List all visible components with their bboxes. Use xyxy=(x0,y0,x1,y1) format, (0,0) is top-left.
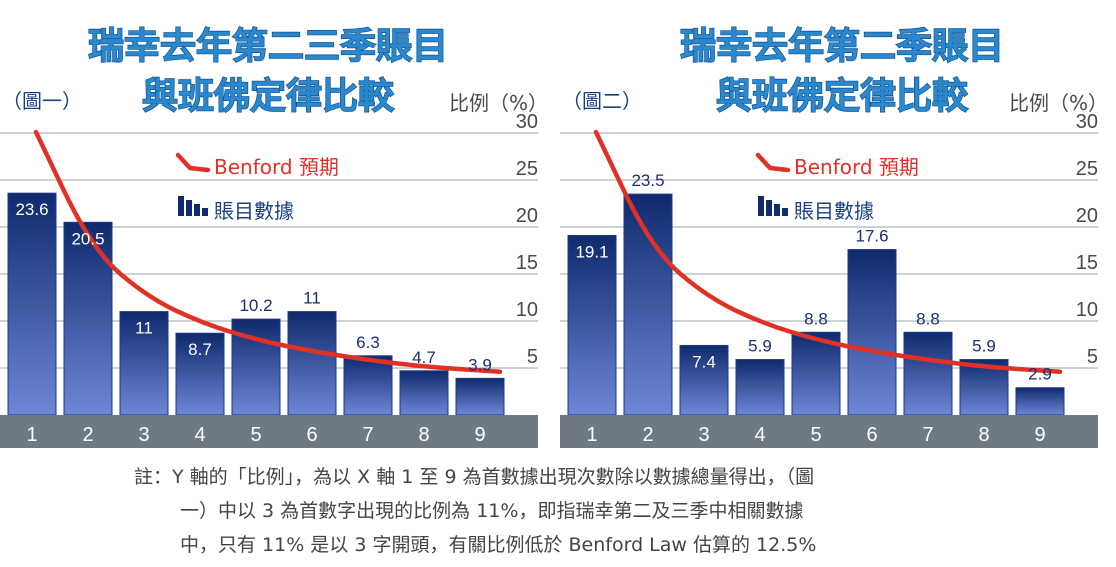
legend-swatch-bar xyxy=(194,204,200,216)
legend-swatch-bar xyxy=(774,204,780,216)
chart-title-line1: 瑞幸去年第二季賬目 xyxy=(680,26,1004,67)
legend-swatch-bar xyxy=(202,208,208,216)
x-tick-label: 5 xyxy=(810,424,821,446)
bar xyxy=(623,193,673,416)
bar-data-label: 17.6 xyxy=(855,227,888,246)
x-tick-label: 6 xyxy=(306,424,317,446)
bar-data-label: 11 xyxy=(135,319,153,338)
bar-data-label: 8.7 xyxy=(188,340,212,359)
chart-panel-2: 瑞幸去年第二季賬目 與班佛定律比較 （圖二） 比例（%） 5 10 15 20 25 30 19.1… xyxy=(560,0,1116,450)
chart-title-line2: 與班佛定律比較 xyxy=(716,76,969,117)
x-axis-band xyxy=(560,415,1098,448)
x-tick-label: 3 xyxy=(138,424,149,446)
legend-bar-swatch xyxy=(758,196,788,216)
x-tick-label: 7 xyxy=(922,424,933,446)
bar xyxy=(119,311,169,416)
x-tick-label: 2 xyxy=(642,424,653,446)
bar xyxy=(1015,387,1065,416)
legend-swatch-bar xyxy=(178,196,184,216)
y-tick-label: 5 xyxy=(527,346,538,368)
bar xyxy=(7,192,57,416)
y-tick-label: 5 xyxy=(1087,346,1098,368)
x-tick-label: 6 xyxy=(866,424,877,446)
footnote-line-1: 註：Y 軸的「比例」，為以 X 軸 1 至 9 為首數據出現次數除以數據總量得出… xyxy=(134,466,815,488)
bar-data-label: 10.2 xyxy=(239,296,272,315)
bar-data-label: 6.3 xyxy=(356,333,380,352)
footnote-line-2: 一）中以 3 為首數字出現的比例為 11%，即指瑞幸第二及三季中相關數據 xyxy=(180,500,804,522)
legend-bar-label: 賬目數據 xyxy=(794,199,874,223)
figure-tag: （圖一） xyxy=(2,89,82,113)
bar-data-label: 4.7 xyxy=(412,348,436,367)
benford-series-line xyxy=(33,129,503,375)
bar xyxy=(343,355,393,416)
x-tick-label: 4 xyxy=(754,424,765,446)
bar-data-label: 5.9 xyxy=(972,337,996,356)
x-tick-label: 7 xyxy=(362,424,373,446)
y-tick-label: 25 xyxy=(1076,158,1098,180)
bar-data-label: 8.8 xyxy=(916,309,940,328)
legend-bar-swatch xyxy=(178,196,208,216)
legend-line-label: Benford 預期 xyxy=(214,155,339,179)
footnote-line-3: 中，只有 11% 是以 3 字開頭，有關比例低於 Benford Law 估算的… xyxy=(180,534,817,556)
legend-swatch-bar xyxy=(758,196,764,216)
bar-data-label: 5.9 xyxy=(748,337,772,356)
y-tick-label: 20 xyxy=(1076,205,1098,227)
bar xyxy=(903,331,953,416)
y-tick-label: 15 xyxy=(516,252,538,274)
bar xyxy=(679,344,729,416)
y-tick-label: 20 xyxy=(516,205,538,227)
legend-bar-label: 賬目數據 xyxy=(214,199,294,223)
bar xyxy=(567,234,617,416)
x-tick-label: 8 xyxy=(978,424,989,446)
x-tick-label: 9 xyxy=(1034,424,1045,446)
legend-line-swatch xyxy=(175,152,211,173)
x-tick-label: 5 xyxy=(250,424,261,446)
bar xyxy=(287,311,337,416)
bar-data-label: 20.5 xyxy=(71,229,104,248)
legend-swatch-bar xyxy=(782,208,788,216)
benford-series-line xyxy=(593,129,1063,375)
x-tick-label: 1 xyxy=(586,424,597,446)
figure-tag: （圖二） xyxy=(562,89,642,113)
legend-swatch-bar xyxy=(766,200,772,216)
y-tick-label: 15 xyxy=(1076,252,1098,274)
y-tick-label: 10 xyxy=(1076,299,1098,321)
bar xyxy=(791,331,841,416)
chart-panel-1: 瑞幸去年第二三季賬目 與班佛定律比較 （圖一） 比例（%） 5 10 15 20 25 30 23.… xyxy=(0,0,560,450)
x-tick-label: 2 xyxy=(82,424,93,446)
bar-data-label: 2.9 xyxy=(1028,365,1052,384)
bar-data-label: 11 xyxy=(303,289,321,308)
bar xyxy=(735,359,785,416)
x-axis-band xyxy=(0,415,538,448)
y-tick-label: 30 xyxy=(1076,111,1098,133)
bar-data-label: 8.8 xyxy=(804,309,828,328)
bar-data-label: 7.4 xyxy=(692,352,716,371)
y-tick-label: 25 xyxy=(516,158,538,180)
x-tick-label: 4 xyxy=(194,424,205,446)
bar xyxy=(847,249,897,416)
bar-data-label: 23.6 xyxy=(15,200,48,219)
legend-line-swatch xyxy=(755,152,791,173)
y-axis-label: 比例（%） xyxy=(449,91,548,115)
x-tick-label: 8 xyxy=(418,424,429,446)
bar-data-label: 23.5 xyxy=(631,171,664,190)
y-tick-label: 10 xyxy=(516,299,538,321)
bar-data-label: 19.1 xyxy=(575,242,608,261)
bar xyxy=(455,377,505,416)
footnote: 註：Y 軸的「比例」，為以 X 軸 1 至 9 為首數據出現次數除以數據總量得出… xyxy=(0,460,1116,562)
y-tick-label: 30 xyxy=(516,111,538,133)
y-axis-label: 比例（%） xyxy=(1009,91,1108,115)
legend-swatch-bar xyxy=(186,200,192,216)
chart-title-line1: 瑞幸去年第二三季賬目 xyxy=(88,26,448,67)
bar xyxy=(399,370,449,416)
x-tick-label: 1 xyxy=(26,424,37,446)
chart-title-line2: 與班佛定律比較 xyxy=(142,76,395,117)
x-tick-label: 3 xyxy=(698,424,709,446)
bar xyxy=(63,221,113,416)
x-tick-label: 9 xyxy=(474,424,485,446)
bar-data-label: 3.9 xyxy=(468,355,492,374)
legend-line-label: Benford 預期 xyxy=(794,155,919,179)
